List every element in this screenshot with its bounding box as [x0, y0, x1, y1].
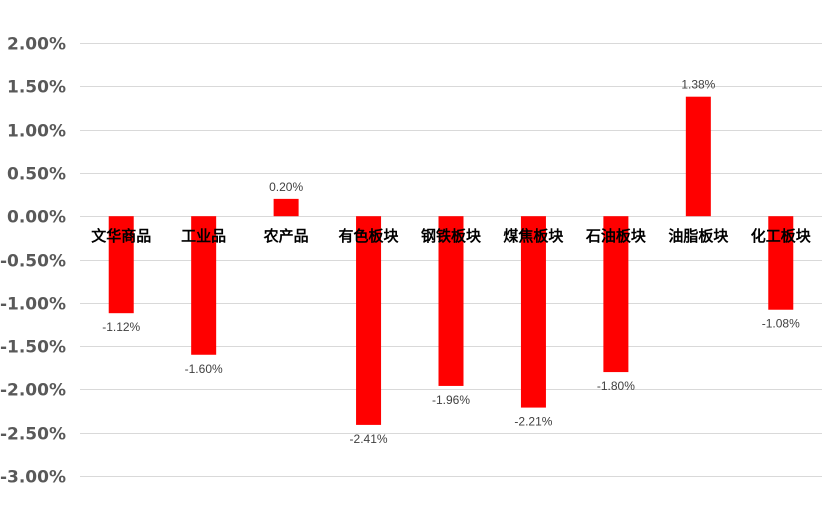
x-category-label: 文华商品 — [91, 227, 151, 245]
data-labels: -1.12% -1.60% 0.20% -2.41% -1.96% -2.21% -1.80… — [102, 78, 800, 446]
x-category-label: 钢铁板块 — [421, 227, 482, 245]
bar — [438, 216, 464, 386]
bar — [685, 96, 711, 217]
y-tick-label: 2.00% — [7, 35, 66, 55]
bars — [108, 96, 794, 425]
y-tick-label: -0.50% — [0, 252, 66, 272]
bar — [603, 216, 629, 373]
x-category-label: 化工板块 — [751, 227, 812, 245]
y-tick-label: -2.50% — [0, 425, 66, 445]
y-tick-label: 0.00% — [7, 208, 66, 228]
bar — [191, 216, 217, 355]
data-label: -1.12% — [102, 320, 140, 334]
x-category-label: 有色板块 — [339, 227, 400, 245]
x-category-label: 石油板块 — [585, 227, 647, 245]
y-tick-label: -1.50% — [0, 338, 66, 358]
data-label: 0.20% — [269, 180, 303, 194]
y-tick-label: 0.50% — [7, 165, 66, 185]
y-tick-label: 1.00% — [7, 122, 66, 142]
y-tick-label: 1.50% — [7, 78, 66, 98]
x-category-label: 油脂板块 — [668, 227, 729, 245]
data-label: -1.60% — [185, 362, 223, 376]
data-label: 1.38% — [681, 78, 715, 92]
data-label: -2.21% — [514, 415, 552, 429]
data-label: -2.41% — [350, 432, 388, 446]
y-tick-label: -1.00% — [0, 295, 66, 315]
bar — [356, 216, 382, 425]
bar — [273, 198, 299, 217]
y-tick-label: -2.00% — [0, 381, 66, 401]
y-tick-label: -3.00% — [0, 468, 66, 488]
bar — [768, 216, 794, 310]
x-category-label: 工业品 — [181, 227, 226, 245]
bar — [520, 216, 546, 408]
y-axis: 2.00% 1.50% 1.00% 0.50% 0.00% -0.50% -1.00% -1.… — [0, 35, 66, 488]
data-label: -1.80% — [597, 379, 635, 393]
x-axis: 文华商品 工业品 农产品 有色板块 钢铁板块 煤焦板块 石油板块 油脂板块 化工板块 — [91, 227, 812, 245]
x-category-label: 煤焦板块 — [503, 227, 564, 245]
bar — [108, 216, 134, 314]
data-label: -1.96% — [432, 393, 470, 407]
data-label: -1.08% — [762, 317, 800, 331]
x-category-label: 农产品 — [263, 227, 309, 245]
